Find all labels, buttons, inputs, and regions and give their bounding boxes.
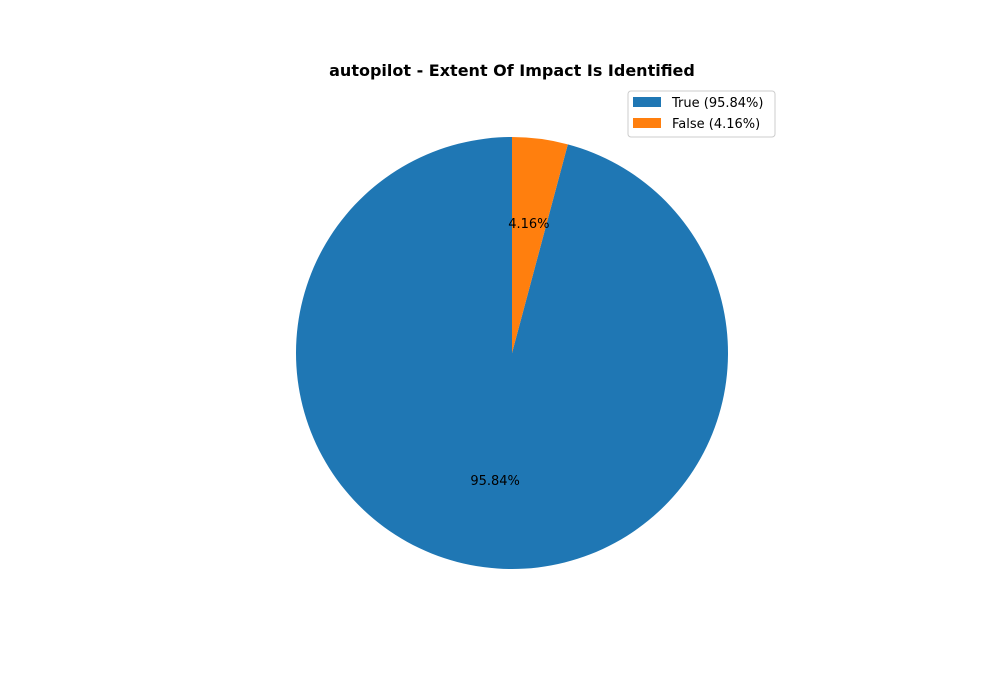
legend-frame	[627, 90, 776, 138]
legend: True (95.84%) False (4.16%)	[627, 90, 776, 138]
legend-swatch-true	[633, 97, 661, 107]
chart-title: autopilot - Extent Of Impact Is Identifi…	[329, 61, 695, 80]
pie-slice-labels: 95.84% 4.16%	[470, 217, 549, 489]
pie-slice-false	[512, 137, 568, 353]
slice-label-true: 95.84%	[470, 474, 520, 489]
legend-label-true: True (95.84%)	[671, 96, 763, 111]
legend-label-false: False (4.16%)	[672, 117, 760, 132]
slice-label-false: 4.16%	[508, 217, 549, 232]
pie-slices	[296, 137, 728, 569]
legend-swatch-false	[633, 118, 661, 128]
